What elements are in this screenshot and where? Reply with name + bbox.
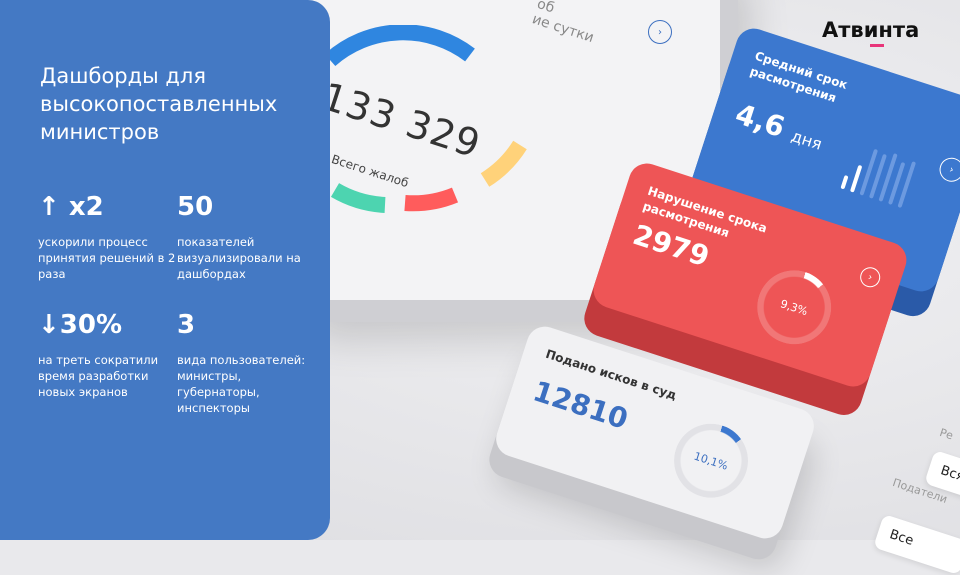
card-value: 4,6 дня xyxy=(731,97,825,154)
spark-bar xyxy=(850,165,862,193)
spark-bar xyxy=(869,154,887,199)
percent-label: 9,3% xyxy=(778,296,810,318)
stat-indicators: 50 показателей визуализировали на дашборд… xyxy=(177,192,301,281)
filter-select[interactable]: Все xyxy=(873,514,960,575)
spark-bar xyxy=(859,149,878,196)
bar-sparkline xyxy=(840,149,916,208)
filter-label: Ре xyxy=(937,426,955,443)
donut-segment-blue xyxy=(324,25,475,67)
expand-button[interactable]: › xyxy=(648,20,672,44)
spark-bar xyxy=(840,175,849,189)
stat-dev-time: ↓30% на треть сократили время разработки … xyxy=(38,310,159,399)
spark-bar xyxy=(897,161,916,208)
spark-bar xyxy=(888,162,905,205)
stat-speedup: ↑ x2 ускорили процесс принятия решений в … xyxy=(38,192,176,281)
info-panel: Дашборды для высокопоставленных министро… xyxy=(0,0,330,540)
logo-accent xyxy=(870,44,884,47)
logo: Атвинта xyxy=(822,18,919,47)
donut-segment-green xyxy=(330,182,386,213)
page-title: Дашборды для высокопоставленных министро… xyxy=(40,64,278,144)
spark-bar xyxy=(878,153,898,202)
stat-user-types: 3 вида пользователей: министры, губернато… xyxy=(177,310,306,415)
donut-segment-yellow xyxy=(480,140,527,187)
percent-label: 10,1% xyxy=(692,449,730,473)
expand-button[interactable]: › xyxy=(857,264,883,290)
expand-button[interactable]: › xyxy=(936,154,960,185)
donut-chart xyxy=(324,25,527,213)
donut-segment-red xyxy=(404,187,459,212)
avg-review-time-card[interactable]: Средний срок расмотрения 4,6 дня › xyxy=(680,23,960,297)
